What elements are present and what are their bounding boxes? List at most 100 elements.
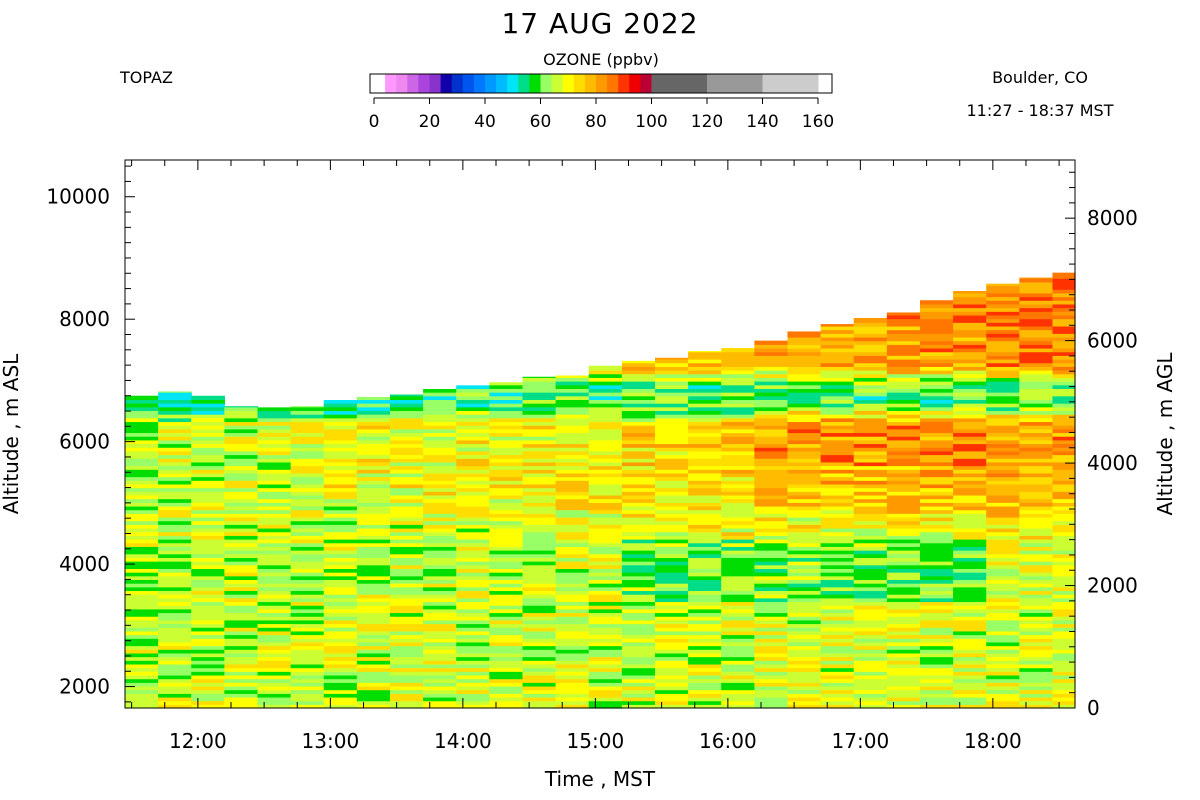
y-tick-label-right: 8000 (1087, 206, 1138, 230)
ozone-cell (389, 575, 424, 581)
ozone-cell (489, 550, 524, 555)
ozone-cell (389, 667, 424, 672)
ozone-cell (621, 399, 656, 404)
ozone-cell (356, 505, 391, 511)
ozone-cell (621, 671, 656, 676)
ozone-cell (356, 483, 391, 489)
ozone-cell (522, 704, 557, 709)
ozone-cell (290, 417, 325, 423)
ozone-cell (522, 417, 557, 423)
ozone-cell (323, 487, 358, 492)
ozone-cell (986, 469, 1020, 474)
ozone-cell (389, 443, 424, 448)
ozone-cell (754, 358, 789, 364)
ozone-cell (688, 583, 722, 588)
ozone-cell (125, 608, 159, 614)
ozone-cell (290, 421, 325, 426)
ozone-cell (158, 454, 192, 459)
ozone-cell (489, 483, 524, 489)
ozone-cell (919, 524, 954, 529)
ozone-cell (456, 439, 490, 445)
ozone-cell (489, 502, 524, 507)
ozone-cell (688, 439, 722, 445)
ozone-cell (953, 557, 987, 562)
ozone-cell (688, 693, 722, 698)
ozone-cell (853, 399, 888, 404)
ozone-cell (919, 542, 954, 547)
ozone-cell (191, 693, 225, 698)
ozone-cell (1019, 340, 1054, 345)
ozone-cell (754, 619, 789, 625)
ozone-cell (953, 450, 987, 456)
ozone-cell (356, 594, 391, 599)
ozone-cell (688, 461, 722, 467)
ozone-cell (158, 491, 192, 496)
ozone-cell (257, 590, 292, 595)
ozone-cell (820, 524, 855, 529)
ozone-cell (588, 605, 623, 610)
ozone-cell (423, 465, 457, 470)
ozone-cell (489, 410, 524, 415)
ozone-cell (290, 696, 325, 702)
ozone-cell (158, 458, 192, 463)
ozone-cell (1019, 465, 1054, 470)
ozone-cell (986, 439, 1020, 445)
ozone-cell (654, 388, 689, 393)
ozone-cell (853, 487, 888, 492)
ozone-cell (191, 480, 225, 485)
ozone-cell (754, 513, 789, 518)
ozone-cell (257, 564, 292, 569)
ozone-cell (953, 329, 987, 334)
ozone-cell (158, 487, 192, 492)
ozone-cell (389, 505, 424, 511)
ozone-cell (919, 520, 954, 525)
ozone-cell (953, 318, 987, 323)
ozone-cell (389, 685, 424, 691)
ozone-cell (456, 491, 490, 496)
ozone-cell (820, 491, 855, 496)
ozone-cell (986, 513, 1020, 518)
colorbar-tick-label: 20 (419, 112, 441, 132)
ozone-cell (886, 605, 921, 610)
ozone-cell (555, 487, 590, 492)
ozone-cell (588, 524, 623, 529)
ozone-cell (787, 340, 822, 345)
ozone-cell (489, 616, 524, 621)
ozone-cell (323, 539, 358, 544)
ozone-cell (986, 289, 1020, 294)
ozone-cell (919, 476, 954, 481)
ozone-cell (953, 527, 987, 533)
ozone-cell (224, 616, 259, 621)
ozone-cell (257, 696, 292, 702)
ozone-cell (621, 630, 656, 636)
ozone-cell (389, 450, 424, 456)
ozone-cell (986, 300, 1020, 305)
ozone-cell (224, 513, 259, 518)
ozone-cell (323, 619, 358, 625)
ozone-cell (555, 612, 590, 617)
ozone-cell (290, 561, 325, 566)
ozone-cell (953, 480, 987, 485)
ozone-cell (389, 447, 424, 452)
ozone-cell (754, 450, 789, 456)
ozone-cell (820, 324, 855, 327)
ozone-cell (423, 432, 457, 437)
ozone-cell (820, 638, 855, 643)
ozone-cell (621, 520, 656, 525)
ozone-cell (191, 627, 225, 632)
ozone-cell (125, 454, 159, 459)
ozone-cell (555, 542, 590, 547)
ozone-cell (654, 483, 689, 489)
ozone-cell (1019, 491, 1054, 496)
ozone-cell (1052, 384, 1076, 389)
ozone-cell (423, 671, 457, 676)
ozone-cell (1019, 307, 1054, 312)
ozone-cell (721, 583, 755, 588)
ozone-cell (423, 590, 457, 595)
ozone-cell (654, 443, 689, 448)
ozone-cell (787, 678, 822, 683)
ozone-cell (721, 505, 755, 511)
ozone-cell (688, 494, 722, 500)
ozone-cell (820, 572, 855, 577)
ozone-cell (919, 410, 954, 415)
